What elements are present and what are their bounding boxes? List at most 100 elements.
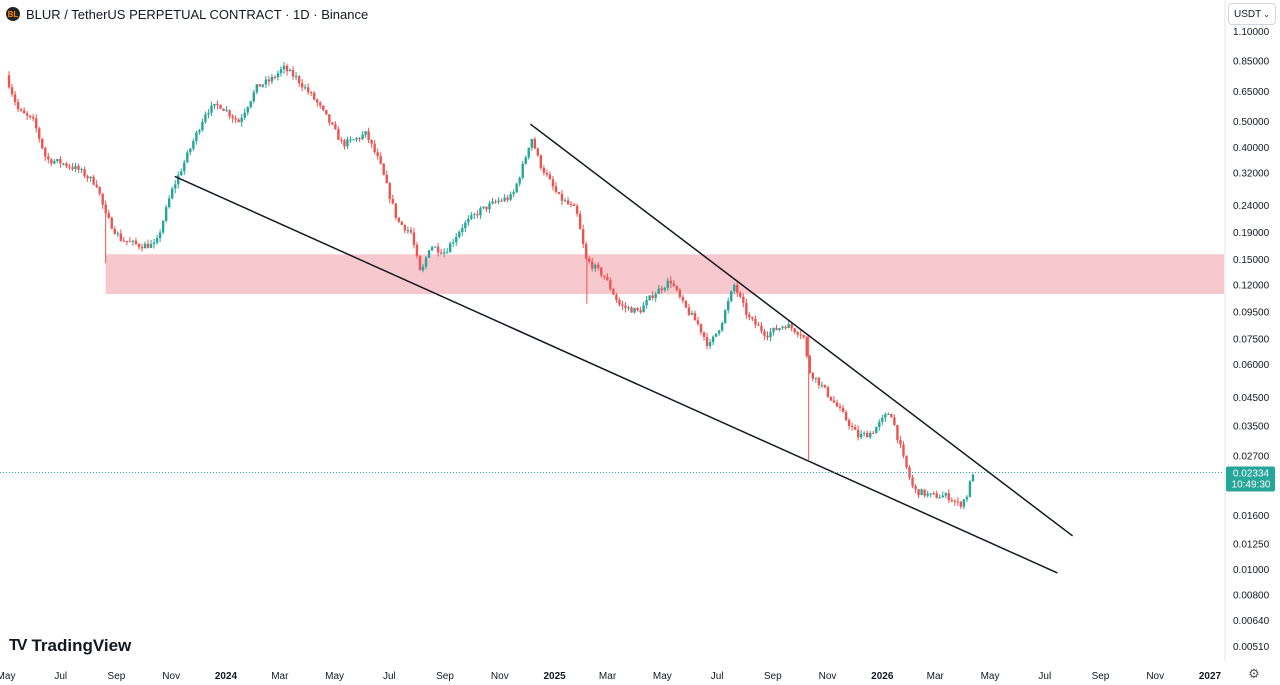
candle (388, 181, 391, 204)
candle (536, 147, 540, 157)
candle (890, 413, 893, 418)
candle-body (684, 300, 688, 308)
candle-body (875, 427, 878, 434)
candle (887, 412, 890, 416)
price-tick-label: 0.00800 (1233, 590, 1270, 601)
candle-body (636, 308, 639, 311)
candle (757, 321, 760, 326)
time-tick-label: Jul (1038, 671, 1051, 682)
blur-logo-icon: BL (6, 7, 20, 21)
candle (862, 431, 866, 437)
candle-body (128, 241, 132, 243)
candle-body (306, 87, 310, 93)
candle-body (509, 194, 512, 200)
price-tick-label: 0.50000 (1233, 117, 1270, 128)
candle (518, 176, 521, 187)
candle-body (149, 243, 153, 248)
candle-body (240, 117, 243, 123)
candle-body (189, 148, 192, 153)
candle (394, 203, 398, 220)
candle (177, 171, 180, 189)
time-tick-label: Nov (162, 671, 180, 682)
candle (829, 396, 833, 402)
candle-body (503, 197, 506, 201)
candle (678, 288, 682, 300)
candle-body (334, 124, 337, 130)
candle (551, 175, 555, 191)
candle-body (745, 302, 748, 315)
candle-body (258, 84, 262, 87)
candle-body (947, 493, 950, 501)
candle (316, 98, 319, 107)
candle-body (847, 420, 851, 427)
candle-body (158, 232, 162, 239)
candle-body (44, 148, 47, 157)
candle (71, 163, 74, 172)
candle (639, 306, 642, 314)
candle (799, 330, 802, 340)
candle (158, 229, 162, 243)
candle (600, 266, 603, 278)
candle (850, 422, 854, 431)
candle-body (917, 489, 920, 496)
currency-selector[interactable]: USDT ⌄ (1228, 3, 1276, 25)
candle (645, 295, 648, 309)
candle-body (554, 186, 558, 193)
candle (358, 137, 361, 142)
candle-body (784, 326, 787, 329)
candle-body (89, 176, 92, 179)
candle (50, 158, 53, 167)
candle-body (793, 328, 796, 333)
candle-body (261, 84, 265, 87)
price-tick-label: 0.04500 (1233, 393, 1270, 404)
candle-body (844, 412, 848, 421)
tradingview-brand: TV TradingView (9, 636, 131, 656)
candle (406, 226, 410, 234)
candle-body (213, 103, 216, 106)
candle (300, 78, 304, 92)
candle-body (890, 414, 893, 418)
candle-body (161, 220, 165, 233)
candle-body (394, 203, 398, 218)
candle (267, 75, 271, 86)
candle-body (826, 387, 830, 397)
candle-body (219, 105, 222, 109)
candle-body (436, 246, 440, 253)
candle-body (733, 284, 736, 292)
candle-body (693, 313, 697, 321)
symbol-header[interactable]: BL BLUR / TetherUS PERPETUAL CONTRACT · … (6, 5, 368, 23)
candle-body (775, 327, 778, 331)
candle-body (473, 214, 476, 216)
candle-body (591, 261, 594, 269)
candle-body (760, 325, 763, 332)
gear-icon[interactable]: ⚙ (1248, 666, 1260, 681)
candle-body (246, 107, 249, 113)
candle (65, 161, 68, 169)
candle (439, 248, 443, 255)
candle (684, 300, 688, 309)
candle-body (790, 324, 793, 329)
candle (186, 150, 189, 164)
candle (279, 66, 283, 77)
candle (591, 257, 594, 272)
candle-body (177, 175, 180, 185)
candle (228, 109, 231, 120)
candle-body (461, 228, 464, 233)
candle (681, 294, 685, 304)
candle-body (412, 232, 416, 245)
candle (766, 331, 769, 341)
candle (603, 275, 606, 280)
candle-body (385, 174, 388, 184)
candle (225, 106, 228, 112)
candle (89, 176, 92, 182)
candle (445, 247, 449, 254)
candle (594, 263, 597, 272)
candle-body (887, 414, 890, 416)
candle-body (657, 288, 660, 294)
candle-body (829, 396, 833, 401)
candle (59, 156, 62, 168)
candle (699, 323, 703, 336)
candle (418, 255, 422, 271)
candle (340, 137, 343, 144)
